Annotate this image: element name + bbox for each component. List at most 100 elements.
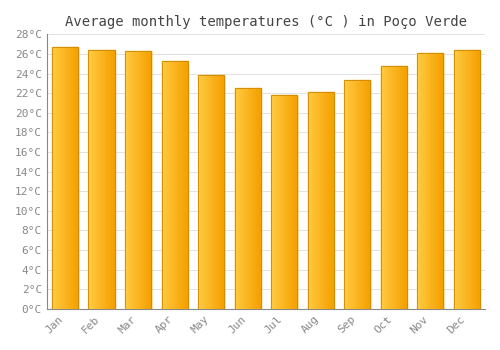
Bar	[350, 80, 351, 309]
Bar	[67, 47, 68, 309]
Bar	[238, 88, 240, 309]
Bar	[324, 92, 325, 309]
Bar	[309, 92, 310, 309]
Bar	[134, 51, 135, 309]
Bar	[363, 80, 364, 309]
Bar	[207, 75, 208, 309]
Bar	[426, 53, 427, 309]
Bar	[201, 75, 202, 309]
Bar	[234, 88, 235, 309]
Bar	[218, 75, 219, 309]
Bar	[417, 53, 418, 309]
Bar	[442, 53, 443, 309]
Bar	[293, 95, 294, 309]
Bar	[275, 95, 276, 309]
Bar	[71, 47, 72, 309]
Bar	[167, 61, 168, 309]
Bar	[390, 66, 391, 309]
Bar	[466, 50, 468, 309]
Bar	[163, 61, 164, 309]
Bar	[184, 61, 185, 309]
Bar	[351, 80, 352, 309]
Bar	[353, 80, 354, 309]
Bar	[205, 75, 206, 309]
Bar	[399, 66, 400, 309]
Bar	[474, 50, 475, 309]
Bar	[65, 47, 66, 309]
Bar	[240, 88, 241, 309]
Bar	[469, 50, 470, 309]
Bar	[464, 50, 465, 309]
Bar	[107, 50, 108, 309]
Bar	[425, 53, 426, 309]
Bar	[276, 95, 277, 309]
Bar	[89, 50, 90, 309]
Bar	[400, 66, 401, 309]
Bar	[322, 92, 323, 309]
Bar	[310, 92, 311, 309]
Bar	[256, 88, 257, 309]
Bar	[386, 66, 387, 309]
Bar	[212, 75, 214, 309]
Bar	[55, 47, 56, 309]
Bar	[150, 51, 151, 309]
Bar	[433, 53, 434, 309]
Bar	[333, 92, 334, 309]
Bar	[236, 88, 237, 309]
Bar	[128, 51, 129, 309]
Bar	[395, 66, 396, 309]
Bar	[422, 53, 423, 309]
Bar	[149, 51, 150, 309]
Bar	[420, 53, 421, 309]
Bar	[327, 92, 328, 309]
Bar	[421, 53, 422, 309]
Bar	[146, 51, 147, 309]
Bar	[135, 51, 136, 309]
Bar	[69, 47, 70, 309]
Bar	[354, 80, 355, 309]
Bar	[389, 66, 390, 309]
Bar	[393, 66, 394, 309]
Bar	[112, 50, 113, 309]
Bar	[345, 80, 346, 309]
Bar	[392, 66, 393, 309]
Bar	[330, 92, 331, 309]
Bar	[368, 80, 369, 309]
Bar	[284, 95, 285, 309]
Bar	[106, 50, 107, 309]
Bar	[90, 50, 91, 309]
Bar	[259, 88, 260, 309]
Bar	[429, 53, 430, 309]
Bar	[242, 88, 243, 309]
Bar	[77, 47, 78, 309]
Bar	[206, 75, 207, 309]
Bar	[396, 66, 397, 309]
Bar	[427, 53, 428, 309]
Bar	[126, 51, 127, 309]
Bar	[404, 66, 405, 309]
Bar	[125, 51, 126, 309]
Bar	[472, 50, 473, 309]
Bar	[74, 47, 75, 309]
Bar	[243, 88, 244, 309]
Bar	[458, 50, 459, 309]
Bar	[209, 75, 210, 309]
Bar	[432, 53, 433, 309]
Bar	[428, 53, 429, 309]
Bar	[88, 50, 115, 309]
Bar	[113, 50, 114, 309]
Bar	[216, 75, 217, 309]
Bar	[141, 51, 142, 309]
Bar	[387, 66, 388, 309]
Bar	[169, 61, 170, 309]
Bar	[173, 61, 174, 309]
Bar	[384, 66, 385, 309]
Bar	[170, 61, 171, 309]
Bar	[380, 66, 381, 309]
Bar	[208, 75, 209, 309]
Bar	[64, 47, 65, 309]
Bar	[95, 50, 96, 309]
Bar	[186, 61, 188, 309]
Bar	[437, 53, 438, 309]
Bar	[418, 53, 419, 309]
